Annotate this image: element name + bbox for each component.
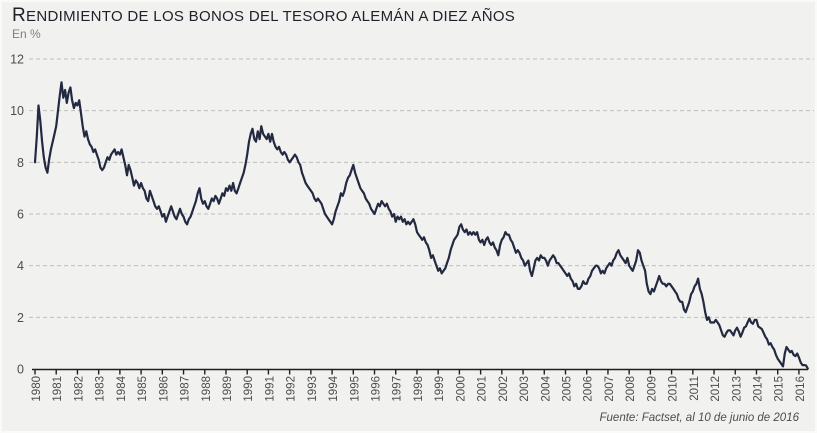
y-axis-label: 6	[17, 208, 24, 222]
x-axis-label: 2016	[795, 376, 807, 402]
x-axis-label: 1997	[392, 376, 404, 402]
y-axis-label: 2	[17, 311, 24, 325]
x-axis-label: 2000	[455, 376, 467, 402]
y-axis-label: 0	[17, 363, 24, 377]
x-axis-label: 2015	[774, 376, 786, 402]
x-axis-label: 1982	[73, 376, 85, 402]
x-axis-label: 1985	[137, 376, 149, 402]
x-axis-label: 1980	[31, 376, 43, 402]
x-axis-label: 1991	[264, 376, 276, 402]
x-axis-label: 2004	[540, 375, 552, 401]
x-axis-label: 1994	[328, 375, 340, 401]
x-axis-label: 2003	[519, 376, 531, 402]
x-axis-label: 2008	[625, 376, 637, 402]
x-axis-label: 2005	[562, 376, 574, 402]
x-axis-label: 2002	[498, 376, 510, 402]
x-axis-label: 2012	[710, 376, 722, 402]
y-axis-label: 8	[17, 156, 24, 170]
data-line	[33, 81, 809, 370]
x-axis-label: 2006	[583, 376, 595, 402]
x-axis-label: 2014	[752, 375, 764, 401]
x-axis-label: 1989	[222, 376, 234, 402]
x-axis-label: 1999	[434, 376, 446, 402]
x-axis-label: 1996	[371, 376, 383, 402]
x-axis-label: 1990	[243, 376, 255, 402]
x-axis-label: 1998	[413, 376, 425, 402]
x-axis-label: 2013	[731, 376, 743, 402]
x-axis-label: 1987	[180, 376, 192, 402]
chart-subtitle: En %	[12, 27, 41, 41]
x-axis-label: 2007	[604, 376, 616, 402]
y-axis-label: 4	[17, 259, 24, 273]
source-note: Fuente: Factset, al 10 de junio de 2016	[599, 412, 799, 424]
chart-title: Rendimiento de los bonos del tesoro alem…	[12, 5, 516, 26]
x-axis-label: 2010	[668, 376, 680, 402]
y-axis-label: 10	[10, 104, 24, 118]
x-axis-label: 1983	[95, 376, 107, 402]
x-axis-label: 1981	[52, 376, 64, 402]
x-axis-label: 2009	[646, 376, 658, 402]
x-axis-label: 2001	[477, 376, 489, 402]
x-axis-label: 1992	[286, 376, 298, 402]
x-axis-label: 1993	[307, 376, 319, 402]
y-axis-label: 12	[10, 53, 24, 67]
x-axis-label: 2011	[689, 376, 701, 401]
x-axis-label: 1984	[116, 375, 128, 401]
x-axis-label: 1986	[158, 376, 170, 402]
x-axis-label: 1988	[201, 376, 213, 402]
x-axis-label: 1995	[349, 376, 361, 402]
